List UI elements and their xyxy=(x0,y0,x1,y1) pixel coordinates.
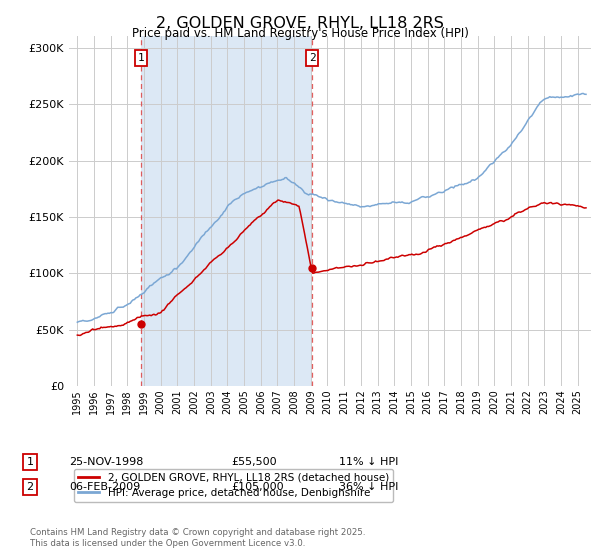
Text: 11% ↓ HPI: 11% ↓ HPI xyxy=(339,457,398,467)
Text: 2: 2 xyxy=(26,482,34,492)
Legend: 2, GOLDEN GROVE, RHYL, LL18 2RS (detached house), HPI: Average price, detached h: 2, GOLDEN GROVE, RHYL, LL18 2RS (detache… xyxy=(74,469,393,502)
Text: 2, GOLDEN GROVE, RHYL, LL18 2RS: 2, GOLDEN GROVE, RHYL, LL18 2RS xyxy=(156,16,444,31)
Text: 06-FEB-2009: 06-FEB-2009 xyxy=(69,482,140,492)
Text: 1: 1 xyxy=(138,53,145,63)
Text: Price paid vs. HM Land Registry's House Price Index (HPI): Price paid vs. HM Land Registry's House … xyxy=(131,27,469,40)
Text: 2: 2 xyxy=(309,53,316,63)
Text: Contains HM Land Registry data © Crown copyright and database right 2025.
This d: Contains HM Land Registry data © Crown c… xyxy=(30,528,365,548)
Text: 25-NOV-1998: 25-NOV-1998 xyxy=(69,457,143,467)
Text: 36% ↓ HPI: 36% ↓ HPI xyxy=(339,482,398,492)
Text: £55,500: £55,500 xyxy=(231,457,277,467)
Text: £105,000: £105,000 xyxy=(231,482,284,492)
Text: 1: 1 xyxy=(26,457,34,467)
Bar xyxy=(141,36,312,386)
